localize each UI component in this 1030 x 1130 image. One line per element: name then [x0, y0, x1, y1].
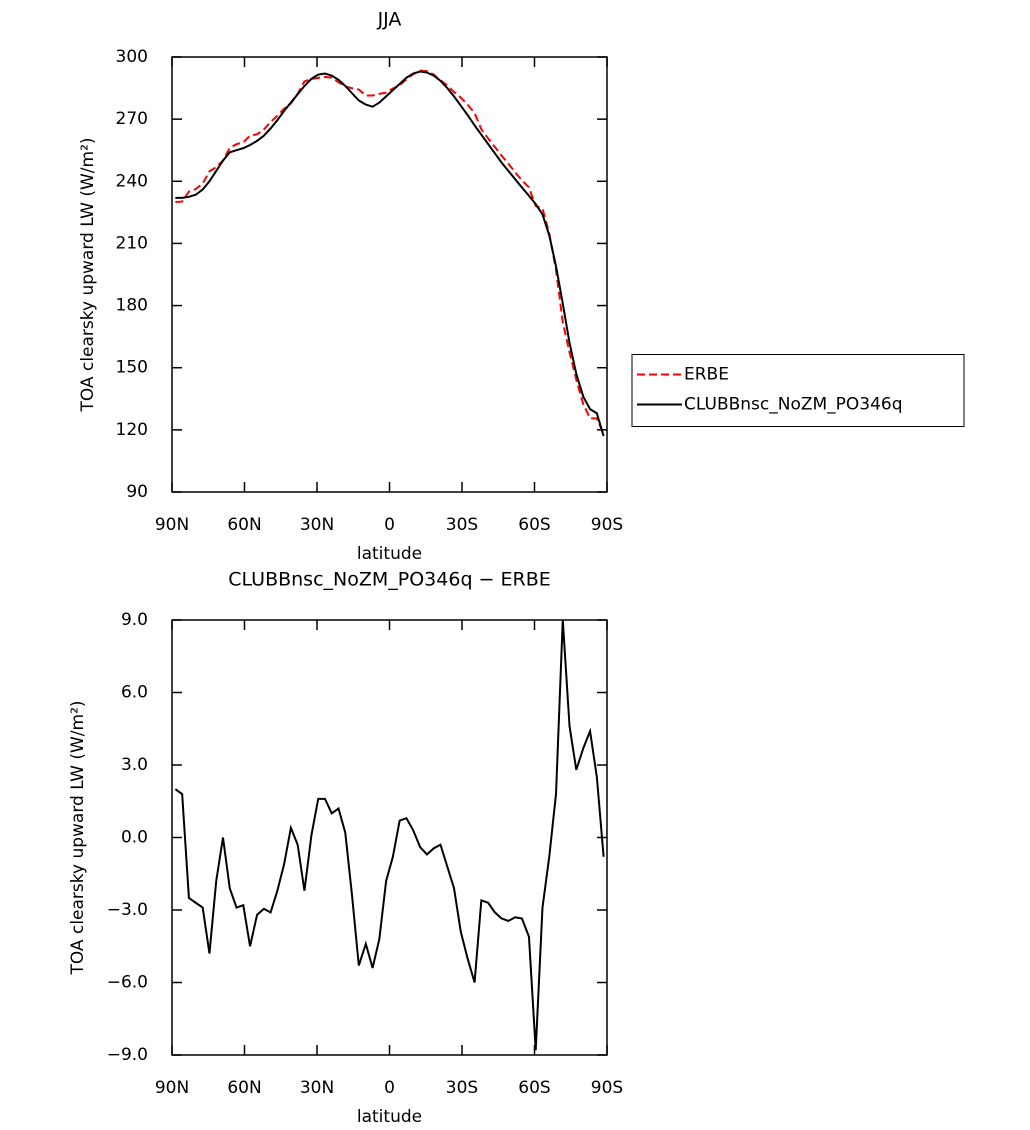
legend-label: CLUBBnsc_NoZM_PO346q: [684, 395, 903, 415]
x-tick-label: 90N: [155, 1078, 189, 1098]
legend-box: [631, 354, 965, 427]
plot-frame: [171, 619, 608, 1056]
data-line: [174, 619, 605, 1051]
x-tick-label: 60S: [518, 515, 550, 535]
y-axis-label: TOA clearsky upward LW (W/m²): [68, 700, 88, 975]
x-tick-label: 30S: [446, 1078, 478, 1098]
y-tick-label: −9.0: [107, 1045, 148, 1065]
x-tick-label: 60N: [227, 515, 261, 535]
chart-title: CLUBBnsc_NoZM_PO346q − ERBE: [228, 569, 551, 591]
y-tick-label: 0.0: [121, 828, 148, 848]
y-tick-label: 210: [116, 233, 148, 253]
x-tick-label: 30N: [300, 515, 334, 535]
y-tick-label: 9.0: [121, 610, 148, 630]
x-axis-label: latitude: [357, 544, 422, 564]
chart-title: JJA: [377, 9, 402, 31]
y-axis-label: TOA clearsky upward LW (W/m²): [78, 137, 98, 412]
data-line: [175, 69, 605, 435]
x-tick-label: 30N: [300, 1078, 334, 1098]
y-tick-label: 6.0: [121, 683, 148, 703]
x-tick-label: 90S: [591, 1078, 623, 1098]
plot-frame: [171, 56, 608, 493]
y-tick-label: −6.0: [107, 973, 148, 993]
y-tick-label: 300: [116, 47, 148, 67]
y-tick-label: 90: [126, 482, 148, 502]
y-tick-label: 150: [116, 358, 148, 378]
y-tick-label: 270: [116, 109, 148, 129]
x-tick-label: 0: [384, 515, 395, 535]
x-tick-label: 0: [384, 1078, 395, 1098]
legend-label: ERBE: [684, 365, 729, 385]
x-tick-label: 90S: [591, 515, 623, 535]
y-tick-label: −3.0: [107, 900, 148, 920]
y-tick-label: 120: [116, 420, 148, 440]
data-line: [175, 70, 605, 437]
x-tick-label: 60N: [227, 1078, 261, 1098]
x-tick-label: 60S: [518, 1078, 550, 1098]
y-tick-label: 240: [116, 171, 148, 191]
x-tick-label: 30S: [446, 515, 478, 535]
x-axis-label: latitude: [357, 1107, 422, 1127]
y-tick-label: 3.0: [121, 755, 148, 775]
x-tick-label: 90N: [155, 515, 189, 535]
y-tick-label: 180: [116, 296, 148, 316]
